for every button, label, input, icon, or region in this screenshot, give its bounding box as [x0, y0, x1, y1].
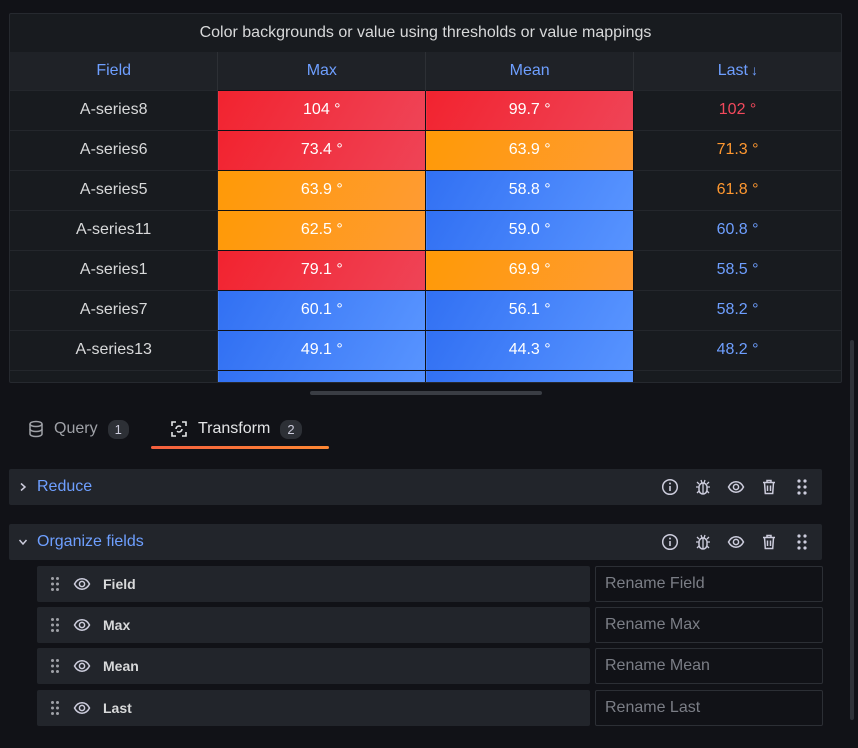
- cell-max: 63.9 °: [217, 169, 427, 211]
- table-row: A-series5 63.9 ° 58.8 ° 61.8 °: [10, 169, 841, 211]
- tab-transform-count: 2: [280, 419, 302, 439]
- cell-field: A-series7: [10, 289, 219, 330]
- eye-icon[interactable]: [726, 477, 746, 497]
- column-header-last[interactable]: Last ↓: [633, 52, 841, 90]
- tab-transform-label: Transform: [198, 420, 271, 437]
- eye-icon[interactable]: [73, 575, 103, 593]
- field-name: Last: [103, 700, 132, 716]
- cell-field: A-series1: [10, 249, 219, 290]
- transformation-name[interactable]: Reduce: [37, 478, 93, 495]
- cell-field: A-series6: [10, 129, 219, 170]
- cell-last: 58.2 °: [633, 289, 841, 330]
- transform-icon: [170, 420, 188, 438]
- cell-field: A-series13: [10, 329, 219, 370]
- drag-handle-icon[interactable]: [792, 532, 812, 552]
- eye-icon[interactable]: [73, 699, 103, 717]
- table-row-partial: [10, 369, 841, 382]
- field-row-field[interactable]: Field: [37, 566, 590, 602]
- bug-icon[interactable]: [693, 532, 713, 552]
- cell-field: A-series11: [10, 209, 219, 250]
- cell-last: 48.2 °: [633, 329, 841, 370]
- info-icon[interactable]: [660, 477, 680, 497]
- cell-last: 102 °: [633, 89, 841, 130]
- field-row-last[interactable]: Last: [37, 690, 590, 726]
- transformation-reduce[interactable]: Reduce: [9, 469, 822, 505]
- column-header-max[interactable]: Max: [217, 52, 427, 90]
- field-name: Field: [103, 576, 136, 592]
- active-tab-indicator: [151, 446, 329, 449]
- field-row-max[interactable]: Max: [37, 607, 590, 643]
- cell-last: 60.8 °: [633, 209, 841, 250]
- table-row: A-series6 73.4 ° 63.9 ° 71.3 °: [10, 129, 841, 171]
- cell-mean: 99.7 °: [425, 89, 635, 131]
- cell-field: A-series8: [10, 89, 219, 130]
- cell-last: 61.8 °: [633, 169, 841, 210]
- cell-max: 62.5 °: [217, 209, 427, 251]
- field-name: Mean: [103, 658, 139, 674]
- tab-query-count: 1: [107, 419, 129, 439]
- eye-icon[interactable]: [73, 616, 103, 634]
- cell-mean: 63.9 °: [425, 129, 635, 171]
- drag-handle-icon[interactable]: [792, 477, 812, 497]
- vertical-scrollbar[interactable]: [850, 340, 854, 720]
- cell-max: 49.1 °: [217, 329, 427, 371]
- cell-last: 58.5 °: [633, 249, 841, 290]
- table-header-row: Field Max Mean Last ↓: [10, 52, 841, 90]
- transformation-actions: [660, 532, 822, 552]
- horizontal-scrollbar[interactable]: [310, 391, 542, 395]
- trash-icon[interactable]: [759, 477, 779, 497]
- rename-field-input[interactable]: [595, 566, 823, 602]
- cell-last: 71.3 °: [633, 129, 841, 170]
- tab-query[interactable]: Query 1: [28, 410, 129, 448]
- transformation-actions: [660, 477, 822, 497]
- sort-desc-icon: ↓: [750, 61, 758, 78]
- cell-mean: 56.1 °: [425, 289, 635, 331]
- table-row: A-series13 49.1 ° 44.3 ° 48.2 °: [10, 329, 841, 371]
- trash-icon[interactable]: [759, 532, 779, 552]
- table-row: A-series11 62.5 ° 59.0 ° 60.8 °: [10, 209, 841, 251]
- eye-icon[interactable]: [73, 657, 103, 675]
- cell-mean: 58.8 °: [425, 169, 635, 211]
- chevron-down-icon[interactable]: [9, 537, 37, 547]
- drag-handle-icon[interactable]: [37, 700, 73, 716]
- table-panel: Color backgrounds or value using thresho…: [9, 13, 842, 383]
- column-header-field[interactable]: Field: [10, 52, 219, 90]
- rename-max-input[interactable]: [595, 607, 823, 643]
- cell-max: 60.1 °: [217, 289, 427, 331]
- transformation-organize-fields[interactable]: Organize fields: [9, 524, 822, 560]
- panel-title: Color backgrounds or value using thresho…: [199, 24, 652, 41]
- cell-mean: 44.3 °: [425, 329, 635, 371]
- database-icon: [28, 420, 44, 438]
- drag-handle-icon[interactable]: [37, 658, 73, 674]
- editor-tabs: Query 1 Transform 2: [0, 410, 858, 450]
- data-table: Field Max Mean Last ↓ A-series8 104 ° 99.…: [10, 52, 841, 382]
- tab-query-label: Query: [54, 420, 98, 437]
- info-icon[interactable]: [660, 532, 680, 552]
- rename-mean-input[interactable]: [595, 648, 823, 684]
- table-row: A-series1 79.1 ° 69.9 ° 58.5 °: [10, 249, 841, 291]
- cell-mean: 59.0 °: [425, 209, 635, 251]
- transformation-name[interactable]: Organize fields: [37, 533, 144, 550]
- cell-max: 104 °: [217, 89, 427, 131]
- field-name: Max: [103, 617, 131, 633]
- bug-icon[interactable]: [693, 477, 713, 497]
- drag-handle-icon[interactable]: [37, 617, 73, 633]
- chevron-right-icon[interactable]: [9, 482, 37, 492]
- cell-mean: 69.9 °: [425, 249, 635, 291]
- eye-icon[interactable]: [726, 532, 746, 552]
- rename-last-input[interactable]: [595, 690, 823, 726]
- field-row-mean[interactable]: Mean: [37, 648, 590, 684]
- cell-field: A-series5: [10, 169, 219, 210]
- tab-transform[interactable]: Transform 2: [170, 410, 302, 448]
- cell-max: 79.1 °: [217, 249, 427, 291]
- drag-handle-icon[interactable]: [37, 576, 73, 592]
- column-header-mean[interactable]: Mean: [425, 52, 635, 90]
- cell-max: 73.4 °: [217, 129, 427, 171]
- table-row: A-series7 60.1 ° 56.1 ° 58.2 °: [10, 289, 841, 331]
- table-row: A-series8 104 ° 99.7 ° 102 °: [10, 89, 841, 131]
